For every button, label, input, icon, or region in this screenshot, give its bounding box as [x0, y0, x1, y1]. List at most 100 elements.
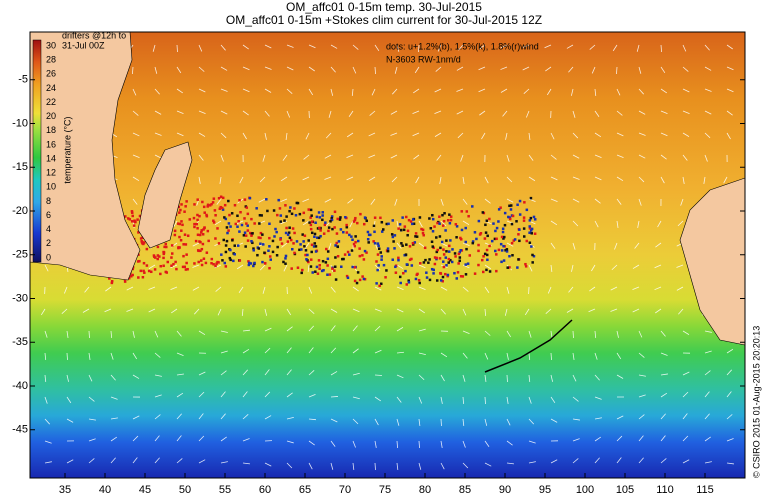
- dot: [216, 227, 219, 230]
- dot: [509, 204, 513, 207]
- vector: [704, 436, 711, 442]
- dot: [336, 254, 340, 258]
- dot: [458, 250, 462, 254]
- vector: [418, 440, 420, 449]
- dot: [267, 249, 270, 252]
- dot: [229, 258, 232, 262]
- vector: [242, 66, 250, 71]
- vector: [308, 393, 316, 398]
- vector: [660, 176, 665, 184]
- vector: [283, 264, 288, 272]
- vector: [704, 110, 712, 115]
- dot: [477, 249, 480, 253]
- dot: [385, 269, 388, 272]
- dot: [201, 242, 205, 246]
- dot: [457, 262, 460, 265]
- dot: [153, 268, 157, 271]
- madagascar: [137, 141, 193, 249]
- dot: [483, 237, 487, 240]
- dot: [393, 234, 397, 237]
- dot: [454, 255, 457, 258]
- vector: [44, 330, 48, 338]
- dot: [302, 219, 305, 222]
- dot: [361, 254, 364, 257]
- dot: [522, 219, 526, 222]
- dot: [288, 236, 292, 240]
- vector: [616, 330, 619, 338]
- dot: [325, 247, 328, 251]
- vector: [217, 308, 222, 316]
- dot: [471, 240, 475, 243]
- vector: [192, 286, 200, 291]
- vector: [396, 44, 400, 52]
- vector: [462, 264, 470, 269]
- vector: [303, 154, 310, 160]
- vector: [280, 220, 288, 225]
- dot: [499, 206, 502, 209]
- vector: [392, 88, 398, 95]
- dot: [401, 244, 404, 247]
- vector: [506, 352, 509, 360]
- dot: [246, 212, 250, 216]
- dot: [438, 257, 442, 260]
- dot: [127, 276, 131, 280]
- dot: [441, 224, 445, 227]
- lon-tick-label: 50: [179, 484, 191, 496]
- vector: [616, 457, 622, 464]
- dot: [136, 218, 139, 221]
- vector: [154, 66, 158, 74]
- vector: [330, 44, 338, 49]
- vector: [726, 110, 733, 116]
- dot: [430, 240, 434, 243]
- dot: [128, 218, 132, 221]
- dot: [339, 228, 343, 231]
- dot: [409, 220, 413, 223]
- vector: [462, 286, 469, 292]
- vector: [726, 44, 733, 50]
- vector: [462, 220, 470, 226]
- dot: [214, 264, 217, 268]
- vector: [638, 352, 645, 358]
- vector: [660, 132, 668, 137]
- dot: [196, 233, 200, 237]
- dot: [321, 211, 324, 214]
- vector: [550, 396, 556, 404]
- dot: [354, 240, 357, 244]
- dot: [198, 240, 201, 243]
- colorbar-tick-label: 2: [46, 238, 51, 248]
- dot: [495, 269, 498, 273]
- dot: [348, 233, 351, 237]
- dot: [316, 227, 320, 230]
- dot: [205, 214, 209, 218]
- colorbar-tick-label: 24: [46, 83, 56, 93]
- dot: [442, 248, 445, 251]
- dot: [524, 262, 527, 266]
- dot: [159, 272, 162, 276]
- dot: [512, 239, 516, 242]
- dot: [350, 249, 354, 252]
- dot: [380, 230, 384, 233]
- vector: [594, 176, 602, 181]
- vector: [176, 66, 182, 74]
- dot: [319, 229, 322, 232]
- dot: [309, 223, 313, 227]
- dot: [309, 227, 313, 231]
- vector: [522, 44, 530, 48]
- dot: [422, 233, 425, 237]
- vector: [132, 374, 140, 379]
- dot: [416, 272, 419, 276]
- vector: [330, 462, 334, 470]
- dot: [382, 228, 385, 231]
- vector: [325, 132, 332, 139]
- vector: [616, 435, 623, 442]
- vector: [550, 374, 554, 382]
- dot: [443, 212, 446, 215]
- vector: [44, 374, 47, 383]
- vector: [352, 440, 356, 448]
- vector: [264, 88, 272, 93]
- dot: [108, 277, 111, 280]
- dot: [351, 265, 354, 269]
- vector: [506, 198, 514, 203]
- vector: [390, 132, 398, 136]
- dot: [288, 226, 291, 229]
